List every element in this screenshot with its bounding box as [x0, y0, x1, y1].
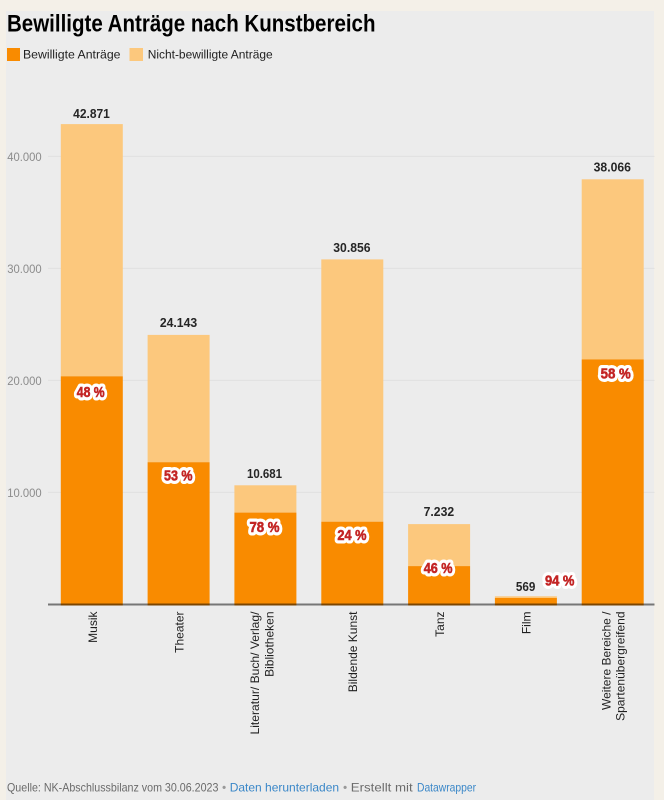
svg-text:10.000: 10.000: [7, 486, 42, 500]
svg-text:30.000: 30.000: [7, 262, 42, 276]
svg-text:Musik: Musik: [86, 611, 100, 643]
svg-text:Datawrapper: Datawrapper: [417, 781, 476, 795]
svg-text:48 %: 48 %: [77, 385, 105, 401]
svg-text:Daten herunterladen: Daten herunterladen: [230, 781, 339, 795]
svg-text:•: •: [343, 781, 347, 795]
svg-text:569: 569: [516, 580, 536, 594]
svg-text:Weitere Bereiche /: Weitere Bereiche /: [600, 611, 614, 710]
svg-text:78 %: 78 %: [249, 520, 279, 536]
svg-text:42.871: 42.871: [73, 107, 110, 121]
svg-text:Quelle: NK-Abschlussbilanz vom: Quelle: NK-Abschlussbilanz vom 30.06.202…: [7, 781, 219, 795]
svg-text:Film: Film: [520, 612, 534, 635]
svg-text:48 %: 48 %: [77, 385, 105, 401]
svg-text:58 %: 58 %: [601, 367, 631, 383]
svg-text:58 %: 58 %: [601, 367, 631, 383]
svg-text:53 %: 53 %: [164, 468, 193, 484]
svg-text:Nicht-bewilligte Anträge: Nicht-bewilligte Anträge: [148, 48, 273, 62]
svg-text:Theater: Theater: [173, 612, 187, 653]
svg-text:Literatur/ Buch/ Verlag/: Literatur/ Buch/ Verlag/: [248, 611, 262, 735]
svg-text:•: •: [222, 781, 226, 795]
svg-text:Tanz: Tanz: [433, 612, 447, 637]
svg-text:24 %: 24 %: [337, 528, 366, 544]
svg-text:20.000: 20.000: [7, 374, 42, 388]
svg-text:24.143: 24.143: [160, 316, 197, 330]
svg-text:53 %: 53 %: [164, 468, 193, 484]
svg-text:46 %: 46 %: [424, 561, 453, 577]
svg-text:40.000: 40.000: [7, 150, 42, 164]
svg-text:Bibliotheken: Bibliotheken: [262, 612, 276, 677]
svg-text:Bewilligte Anträge nach Kunstb: Bewilligte Anträge nach Kunstbereich: [7, 11, 376, 38]
svg-text:Bewilligte Anträge: Bewilligte Anträge: [23, 48, 121, 62]
svg-text:94 %: 94 %: [545, 573, 575, 589]
svg-text:24 %: 24 %: [337, 528, 366, 544]
svg-text:Spartenübergreifend: Spartenübergreifend: [614, 612, 628, 721]
svg-text:Erstellt mit: Erstellt mit: [351, 781, 414, 795]
svg-text:38.066: 38.066: [594, 161, 631, 175]
svg-text:Bildende Kunst: Bildende Kunst: [346, 611, 360, 692]
svg-text:46 %: 46 %: [424, 561, 453, 577]
svg-text:10.681: 10.681: [247, 467, 282, 481]
svg-text:30.856: 30.856: [333, 241, 370, 255]
svg-text:7.232: 7.232: [424, 505, 455, 519]
svg-text:94 %: 94 %: [545, 573, 575, 589]
svg-text:78 %: 78 %: [249, 520, 279, 536]
